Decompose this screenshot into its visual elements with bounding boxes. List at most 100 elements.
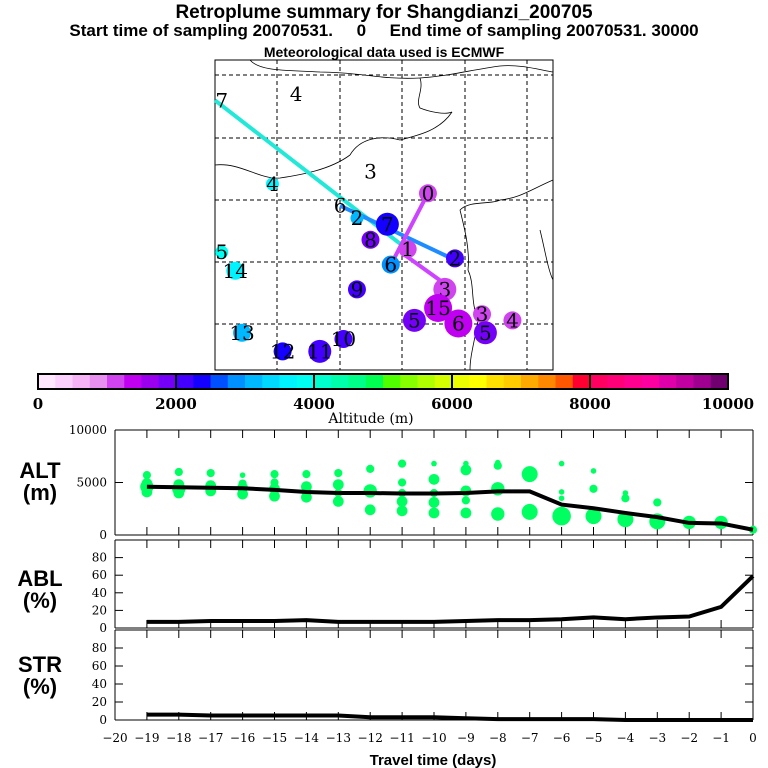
x-tick-label: −7	[521, 731, 539, 745]
colorbar-swatch	[572, 374, 591, 389]
alt-point	[558, 489, 565, 495]
x-tick-label: −1	[712, 731, 730, 745]
cluster-label: 4	[506, 308, 519, 332]
alt-point	[621, 494, 630, 503]
y-tick-label: 80	[92, 551, 107, 565]
cluster-label: 0	[422, 181, 435, 205]
colorbar-swatch	[38, 374, 56, 389]
alt-point	[270, 470, 279, 479]
y-tick-label: 20	[92, 695, 107, 709]
cluster-label: 3	[364, 160, 377, 184]
colorbar-swatch	[417, 374, 436, 389]
str-ylabel-unit: (%)	[23, 674, 57, 699]
colorbar-tick-label: 10000	[702, 395, 754, 413]
cluster-marker	[361, 230, 380, 249]
alt-point	[363, 484, 377, 498]
colorbar-swatch	[624, 374, 643, 389]
cluster-label: 4	[266, 172, 279, 196]
colorbar-swatch	[279, 374, 298, 389]
colorbar-swatch	[521, 374, 539, 389]
colorbar-frame	[37, 373, 729, 390]
alt-ylabel: ALT	[19, 458, 61, 483]
alt-point	[269, 490, 280, 502]
cluster-label: 14	[223, 259, 248, 283]
alt-point	[206, 468, 215, 478]
colorbar-tick-label: 4000	[293, 395, 335, 413]
colorbar-label: Altitude (m)	[327, 411, 413, 427]
cluster-marker	[273, 342, 292, 361]
colorbar-swatch	[693, 374, 712, 389]
colorbar-tick-label: 8000	[569, 395, 611, 413]
alt-point	[428, 497, 440, 508]
colorbar-swatch	[469, 374, 487, 389]
alt-point	[332, 479, 344, 490]
alt-point	[301, 481, 312, 493]
y-tick-label: 60	[92, 659, 107, 673]
x-tick-label: −12	[358, 731, 383, 745]
str-line	[146, 712, 753, 722]
alt-point	[460, 507, 472, 519]
alt-point	[334, 468, 343, 478]
colorbar-swatch	[434, 374, 453, 389]
alt-point	[142, 471, 151, 480]
met-data-line: Meteorological data used is ECMWF	[263, 44, 505, 60]
colorbar-swatch	[659, 374, 677, 389]
colorbar-tick-label: 0	[33, 395, 43, 413]
alt-panel: 0 5000 10000	[69, 423, 758, 542]
abl-ylabel-unit: (%)	[23, 588, 57, 613]
cluster-marker	[398, 240, 417, 259]
y-tick-label: 40	[92, 677, 107, 691]
cluster-marker	[334, 330, 353, 348]
y-tick-label: 10000	[69, 423, 107, 437]
alt-point	[521, 503, 538, 520]
y-tick-label: 0	[99, 713, 107, 727]
y-tick-label: 60	[92, 568, 107, 582]
abl-ylabel: ABL	[17, 566, 62, 591]
colorbar-swatch	[141, 374, 160, 389]
cluster-label: 13	[229, 321, 254, 345]
alt-point	[428, 473, 440, 485]
colorbar-tick-label: 6000	[431, 395, 473, 413]
alt-point	[364, 504, 376, 516]
alt-point	[301, 491, 312, 503]
alt-point	[558, 460, 565, 467]
colorbar-swatch	[107, 374, 125, 389]
cluster-marker	[402, 308, 426, 332]
alt-point	[398, 459, 407, 468]
alt-point	[460, 464, 472, 476]
alt-point	[552, 506, 571, 526]
x-tick-label: −3	[648, 731, 666, 745]
colorbar-swatch	[210, 374, 229, 389]
alt-point	[521, 466, 538, 483]
colorbar-swatch	[55, 374, 73, 389]
cluster-label: 6	[334, 194, 347, 218]
alt-point	[589, 484, 598, 493]
alt-point	[461, 496, 470, 505]
cluster-marker	[418, 184, 437, 203]
alt-point	[653, 498, 662, 507]
x-tick-label: −9	[457, 731, 475, 745]
cluster-label: 2	[449, 246, 462, 270]
cluster-marker	[424, 294, 453, 322]
colorbar-swatch	[262, 374, 280, 389]
cluster-marker	[308, 339, 332, 363]
cluster-marker	[473, 305, 492, 324]
colorbar-swatch	[641, 374, 660, 389]
cluster-marker	[215, 245, 229, 259]
cluster-label: 5	[408, 308, 421, 332]
x-tick-label: −14	[294, 731, 320, 745]
cluster-marker	[375, 212, 399, 236]
y-tick-label: 80	[92, 641, 107, 655]
x-tick-label: −5	[585, 731, 603, 745]
chart-subtitle: Start time of sampling 20070531. 0 End t…	[69, 21, 699, 40]
cluster-marker	[226, 261, 245, 280]
cluster-marker	[503, 311, 522, 330]
colorbar-swatch	[296, 374, 315, 389]
alt-point	[332, 496, 344, 507]
colorbar-swatch	[314, 374, 332, 389]
colorbar-swatch	[245, 374, 263, 389]
str-ylabel: STR	[18, 652, 62, 677]
colorbar-swatch	[331, 374, 349, 389]
colorbar-swatch	[176, 374, 194, 389]
